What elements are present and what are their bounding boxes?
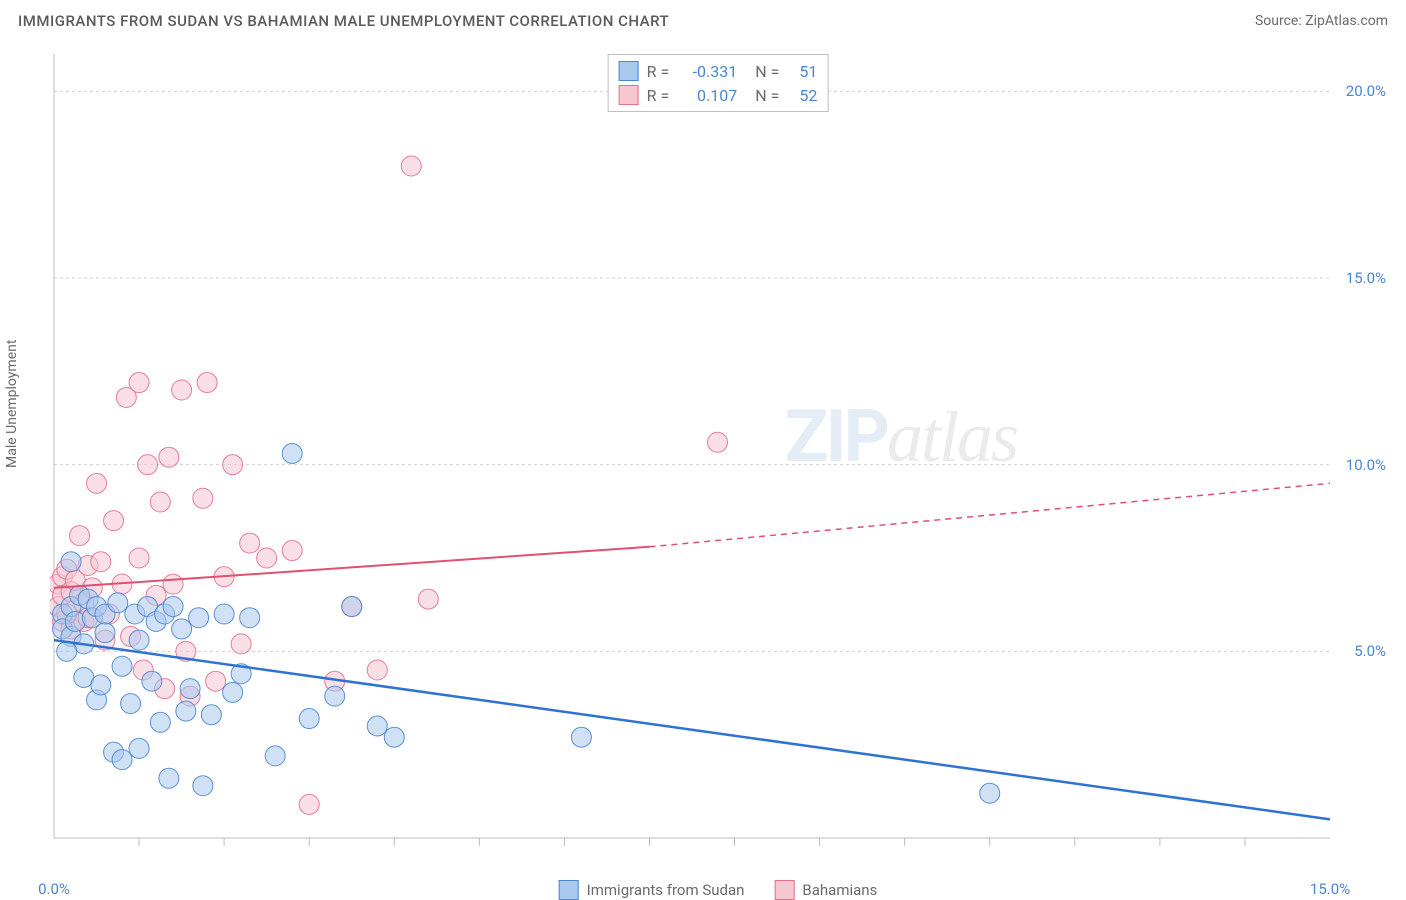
sudan-point <box>57 641 77 661</box>
r-value: 0.107 <box>677 86 737 105</box>
bahamians-point <box>172 380 192 400</box>
sudan-point <box>201 705 221 725</box>
sudan-point <box>95 623 115 643</box>
bahamians-point <box>70 526 90 546</box>
bahamians-point <box>129 373 149 393</box>
bahamians-point <box>193 488 213 508</box>
bahamians-point <box>91 552 111 572</box>
sudan-point <box>342 597 362 617</box>
legend-row-series-a: R = -0.331 N = 51 <box>619 59 818 83</box>
sudan-point <box>159 768 179 788</box>
sudan-point <box>65 611 85 631</box>
legend-swatch-bahamians <box>774 880 794 900</box>
y-tick-label: 10.0% <box>1346 456 1386 474</box>
sudan-point <box>129 738 149 758</box>
sudan-point <box>150 712 170 732</box>
y-tick-label: 20.0% <box>1346 82 1386 100</box>
legend-swatch-a <box>619 61 639 81</box>
sudan-point <box>61 552 81 572</box>
bahamians-point <box>87 473 107 493</box>
sudan-point <box>129 630 149 650</box>
y-tick-label: 15.0% <box>1346 269 1386 287</box>
sudan-point <box>223 682 243 702</box>
sudan-point <box>108 593 128 613</box>
trend-line-bahamians-dashed <box>649 483 1330 546</box>
sudan-point <box>214 604 234 624</box>
bahamians-point <box>197 373 217 393</box>
r-value: -0.331 <box>677 62 737 81</box>
sudan-point <box>91 675 111 695</box>
sudan-point <box>142 671 162 691</box>
bahamians-point <box>708 432 728 452</box>
sudan-point <box>189 608 209 628</box>
chart-title: IMMIGRANTS FROM SUDAN VS BAHAMIAN MALE U… <box>18 12 669 30</box>
sudan-point <box>980 783 1000 803</box>
source-label: Source: ZipAtlas.com <box>1255 13 1388 29</box>
legend-label: Immigrants from Sudan <box>587 881 745 899</box>
trend-line-sudan <box>54 640 1330 819</box>
bahamians-point <box>163 574 183 594</box>
sudan-point <box>240 608 260 628</box>
y-tick-label: 5.0% <box>1354 642 1386 660</box>
x-tick-label: 15.0% <box>1310 880 1350 898</box>
bahamians-point <box>150 492 170 512</box>
plot-area <box>50 50 1386 870</box>
sudan-point <box>299 709 319 729</box>
legend-item-sudan: Immigrants from Sudan <box>559 880 745 900</box>
bahamians-point <box>104 511 124 531</box>
bahamians-point <box>129 548 149 568</box>
bahamians-point <box>401 156 421 176</box>
sudan-point <box>172 619 192 639</box>
sudan-point <box>193 776 213 796</box>
bahamians-point <box>206 671 226 691</box>
legend-series: Immigrants from Sudan Bahamians <box>559 880 878 900</box>
n-value: 52 <box>787 86 817 105</box>
bahamians-point <box>223 455 243 475</box>
legend-item-bahamians: Bahamians <box>774 880 877 900</box>
legend-row-series-b: R = 0.107 N = 52 <box>619 83 818 107</box>
legend-correlation: R = -0.331 N = 51 R = 0.107 N = 52 <box>608 54 829 112</box>
sudan-point <box>163 597 183 617</box>
bahamians-point <box>282 541 302 561</box>
sudan-point <box>265 746 285 766</box>
bahamians-point <box>138 455 158 475</box>
n-value: 51 <box>787 62 817 81</box>
bahamians-point <box>240 533 260 553</box>
bahamians-point <box>299 794 319 814</box>
legend-swatch-b <box>619 85 639 105</box>
r-label: R = <box>647 86 670 105</box>
sudan-point <box>176 701 196 721</box>
r-label: R = <box>647 62 670 81</box>
bahamians-point <box>367 660 387 680</box>
sudan-point <box>112 750 132 770</box>
sudan-point <box>282 443 302 463</box>
legend-swatch-sudan <box>559 880 579 900</box>
sudan-point <box>180 679 200 699</box>
sudan-point <box>571 727 591 747</box>
correlation-chart: Male Unemployment ZIPatlas R = -0.331 N … <box>50 50 1386 870</box>
sudan-point <box>384 727 404 747</box>
sudan-point <box>121 694 141 714</box>
sudan-point <box>112 656 132 676</box>
n-label: N = <box>755 86 779 105</box>
y-axis-label: Male Unemployment <box>4 340 20 468</box>
x-tick-label: 0.0% <box>38 880 70 898</box>
bahamians-point <box>418 589 438 609</box>
bahamians-point <box>257 548 277 568</box>
bahamians-point <box>159 447 179 467</box>
sudan-point <box>325 686 345 706</box>
legend-label: Bahamians <box>802 881 877 899</box>
n-label: N = <box>755 62 779 81</box>
sudan-point <box>367 716 387 736</box>
bahamians-point <box>231 634 251 654</box>
